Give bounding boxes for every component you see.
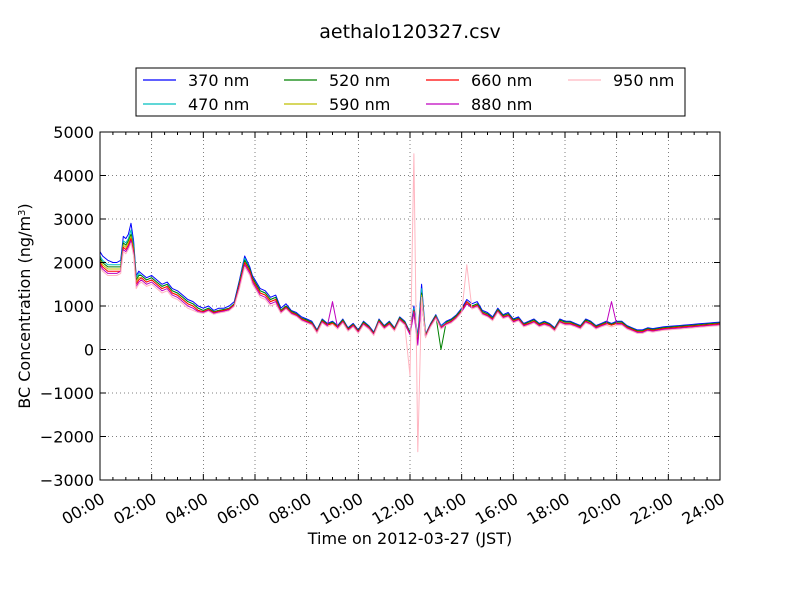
y-axis-label-end: ) [15, 203, 34, 209]
y-tick-label: 4000 [53, 167, 94, 186]
ticks [99, 131, 721, 481]
legend-label: 470 nm [188, 95, 249, 114]
y-tick-label: 2000 [53, 254, 94, 273]
y-tick-label: −2000 [40, 428, 94, 447]
y-tick-label: −3000 [40, 471, 94, 490]
y-axis-label: BC Concentration (ng/m3) [15, 203, 34, 408]
y-tick-labels: −3000 −2000 −1000 0 1000 2000 3000 4000 5000 [40, 123, 94, 490]
legend-label: 950 nm [613, 71, 674, 90]
series-line-950-nm [99, 153, 721, 453]
legend: 370 nm 470 nm 520 nm 590 nm 660 nm 880 nm 950 … [135, 67, 686, 117]
legend-label: 660 nm [471, 71, 532, 90]
series-layer [99, 153, 721, 453]
y-tick-label: 0 [84, 341, 94, 360]
y-tick-label: 5000 [53, 123, 94, 142]
y-axis-label-main: BC Concentration (ng/m [15, 216, 34, 409]
y-axis-label-superscript: 3 [17, 210, 28, 216]
legend-label: 590 nm [329, 95, 390, 114]
legend-label: 880 nm [471, 95, 532, 114]
legend-box [135, 67, 686, 117]
legend-label: 520 nm [329, 71, 390, 90]
y-tick-label: −1000 [40, 384, 94, 403]
y-tick-label: 3000 [53, 210, 94, 229]
y-tick-label: 1000 [53, 297, 94, 316]
chart-title: aethalo120327.csv [319, 21, 501, 43]
x-axis-label: Time on 2012-03-27 (JST) [307, 529, 512, 548]
legend-label: 370 nm [188, 71, 249, 90]
